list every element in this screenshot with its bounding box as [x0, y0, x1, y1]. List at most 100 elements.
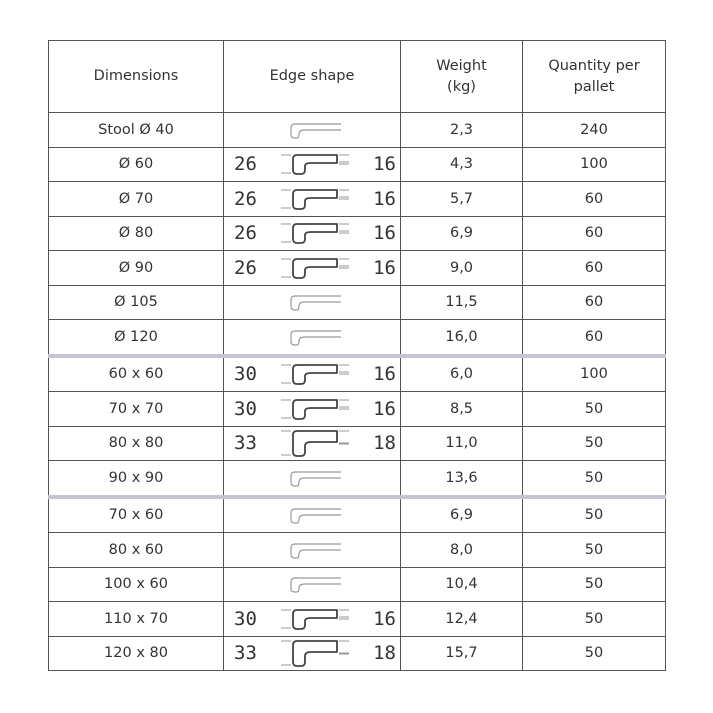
edge-profile-dimension-icon — [281, 398, 349, 420]
edge-left-dimension: 26 — [234, 222, 257, 245]
edge-shape-cell — [223, 284, 401, 320]
edge-shape-cell: 26 16 — [223, 146, 401, 182]
edge-shape-cell: 33 18 — [223, 635, 401, 671]
edge-profile-icon — [290, 577, 341, 593]
edge-shape-cell: 26 16 — [223, 181, 401, 217]
table-row: 70 x 70 30 16 8,5 50 — [48, 391, 666, 427]
dimensions-cell: 60 x 60 — [48, 353, 224, 392]
weight-cell: 15,7 — [400, 635, 523, 671]
edge-left-dimension: 30 — [234, 607, 257, 630]
edge-profile-dimension-icon — [281, 154, 349, 176]
table-row: 70 x 60 6,9 50 — [48, 494, 666, 533]
edge-profile-dimension-icon — [281, 608, 349, 630]
quantity-cell: 100 — [522, 353, 666, 392]
quantity-cell: 50 — [522, 494, 666, 533]
edge-profile-icon — [290, 543, 341, 559]
edge-right-dimension: 16 — [373, 187, 396, 210]
table-row: 120 x 80 33 18 15,7 50 — [48, 635, 666, 671]
edge-profile-icon — [290, 330, 341, 346]
dimensions-cell: Ø 90 — [48, 250, 224, 286]
dimensions-cell: 70 x 60 — [48, 494, 224, 533]
edge-left-dimension: 30 — [234, 363, 257, 386]
edge-profile-icon — [290, 508, 341, 524]
dimensions-cell: Stool Ø 40 — [48, 112, 224, 148]
dimensions-cell: 80 x 60 — [48, 532, 224, 568]
table-row: Ø 120 16,0 60 — [48, 319, 666, 356]
dimensions-cell: Ø 120 — [48, 319, 224, 356]
quantity-cell: 50 — [522, 425, 666, 461]
edge-left-dimension: 30 — [234, 397, 257, 420]
quantity-cell: 60 — [522, 181, 666, 217]
edge-right-dimension: 16 — [373, 153, 396, 176]
edge-left-dimension: 26 — [234, 256, 257, 279]
quantity-cell: 50 — [522, 532, 666, 568]
table-row: 80 x 80 33 18 11,0 50 — [48, 425, 666, 461]
edge-right-dimension: 18 — [373, 432, 396, 455]
edge-right-dimension: 16 — [373, 397, 396, 420]
quantity-cell: 50 — [522, 566, 666, 602]
edge-shape-cell — [223, 319, 401, 356]
quantity-cell: 100 — [522, 146, 666, 182]
weight-cell: 2,3 — [400, 112, 523, 148]
edge-left-dimension: 26 — [234, 187, 257, 210]
table-row: Ø 105 11,5 60 — [48, 284, 666, 320]
quantity-cell: 50 — [522, 601, 666, 637]
quantity-cell: 50 — [522, 391, 666, 427]
table-row: Stool Ø 40 2,3 240 — [48, 112, 666, 148]
weight-cell: 11,0 — [400, 425, 523, 461]
edge-shape-cell: 26 16 — [223, 215, 401, 251]
weight-cell: 9,0 — [400, 250, 523, 286]
weight-cell: 6,9 — [400, 215, 523, 251]
quantity-cell: 60 — [522, 215, 666, 251]
table-row: 110 x 70 30 16 12,4 50 — [48, 601, 666, 637]
weight-cell: 12,4 — [400, 601, 523, 637]
table-row: 100 x 60 10,4 50 — [48, 566, 666, 602]
quantity-cell: 60 — [522, 319, 666, 356]
edge-shape-cell — [223, 494, 401, 533]
weight-cell: 11,5 — [400, 284, 523, 320]
table-row: 60 x 60 30 16 6,0 100 — [48, 353, 666, 392]
edge-shape-cell: 33 18 — [223, 425, 401, 461]
dimensions-cell: Ø 60 — [48, 146, 224, 182]
header-quantity: Quantity per pallet — [522, 40, 666, 113]
weight-cell: 8,5 — [400, 391, 523, 427]
edge-profile-dimension-icon — [281, 430, 349, 458]
table-row: Ø 80 26 16 6,9 60 — [48, 215, 666, 251]
dimensions-cell: 70 x 70 — [48, 391, 224, 427]
dimensions-cell: 90 x 90 — [48, 460, 224, 497]
edge-shape-cell: 26 16 — [223, 250, 401, 286]
weight-cell: 10,4 — [400, 566, 523, 602]
quantity-cell: 50 — [522, 460, 666, 497]
header-row: Dimensions Edge shape Weight (kg) Quantit… — [48, 40, 666, 113]
weight-cell: 13,6 — [400, 460, 523, 497]
dimensions-cell: Ø 105 — [48, 284, 224, 320]
edge-right-dimension: 16 — [373, 256, 396, 279]
dimensions-cell: 80 x 80 — [48, 425, 224, 461]
weight-cell: 16,0 — [400, 319, 523, 356]
table-row: 80 x 60 8,0 50 — [48, 532, 666, 568]
edge-left-dimension: 26 — [234, 153, 257, 176]
table-row: Ø 70 26 16 5,7 60 — [48, 181, 666, 217]
dimensions-cell: 120 x 80 — [48, 635, 224, 671]
edge-shape-cell: 30 16 — [223, 391, 401, 427]
table-row: Ø 90 26 16 9,0 60 — [48, 250, 666, 286]
edge-right-dimension: 16 — [373, 607, 396, 630]
dimensions-cell: 110 x 70 — [48, 601, 224, 637]
weight-cell: 4,3 — [400, 146, 523, 182]
edge-profile-icon — [290, 471, 341, 487]
edge-shape-cell — [223, 112, 401, 148]
edge-shape-cell: 30 16 — [223, 353, 401, 392]
dimensions-cell: 100 x 60 — [48, 566, 224, 602]
edge-right-dimension: 16 — [373, 363, 396, 386]
quantity-cell: 240 — [522, 112, 666, 148]
edge-profile-icon — [290, 123, 341, 139]
quantity-cell: 60 — [522, 250, 666, 286]
edge-shape-cell — [223, 460, 401, 497]
edge-shape-cell — [223, 532, 401, 568]
edge-profile-dimension-icon — [281, 188, 349, 210]
quantity-cell: 60 — [522, 284, 666, 320]
weight-cell: 8,0 — [400, 532, 523, 568]
edge-shape-cell: 30 16 — [223, 601, 401, 637]
edge-left-dimension: 33 — [234, 642, 257, 665]
edge-profile-dimension-icon — [281, 364, 349, 386]
